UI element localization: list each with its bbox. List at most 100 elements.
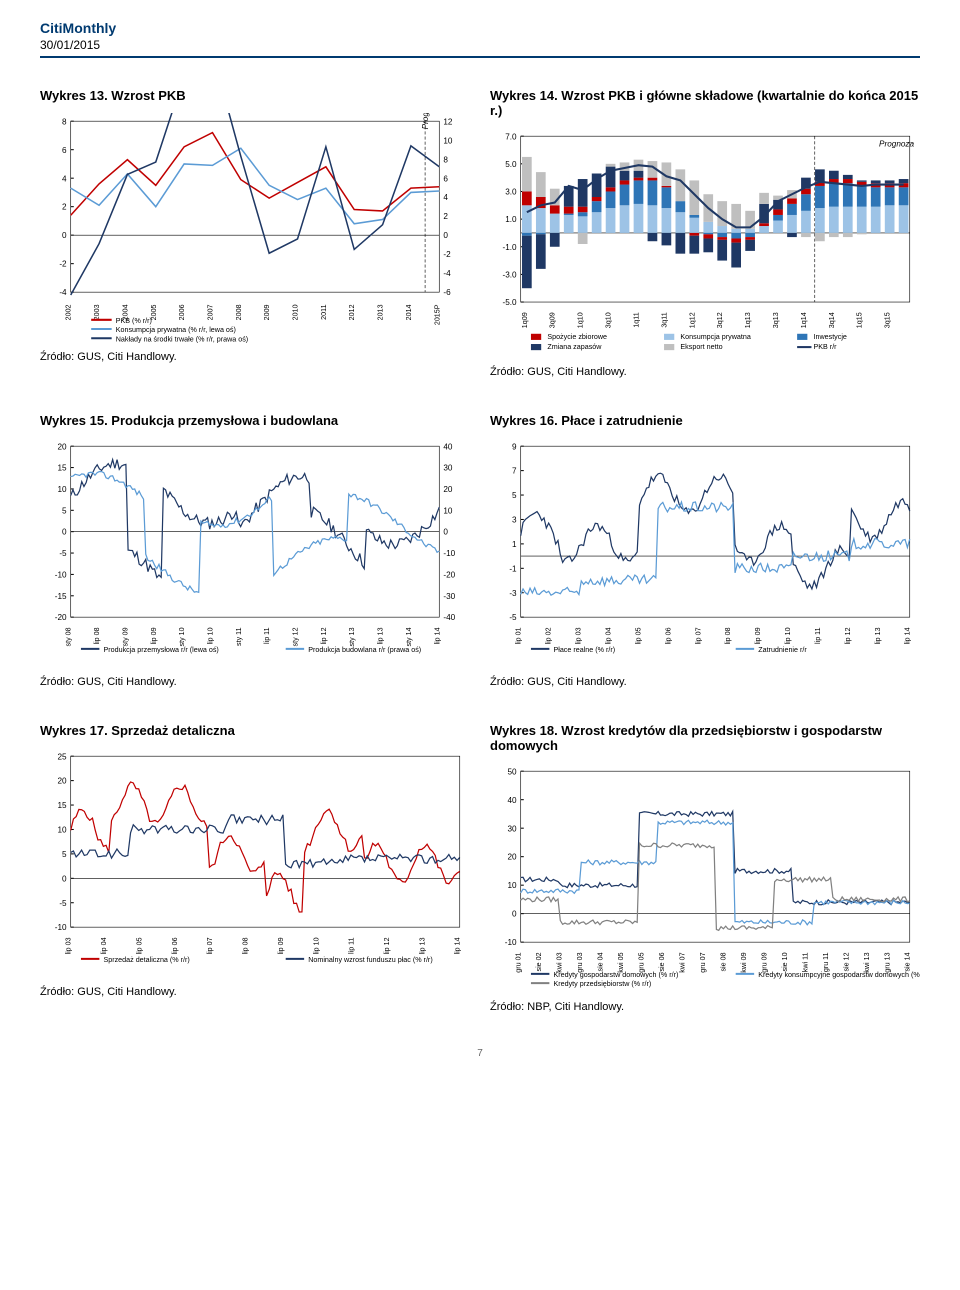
row-1: Wykres 13. Wzrost PKB -4-202468-6-4-2024… <box>40 88 920 378</box>
svg-text:lip 14: lip 14 <box>454 937 462 954</box>
svg-text:kwi 03: kwi 03 <box>556 952 564 972</box>
svg-text:Sprzedaż detaliczna (% r/r): Sprzedaż detaliczna (% r/r) <box>103 956 189 964</box>
chart17-title: Wykres 17. Sprzedaż detaliczna <box>40 723 470 738</box>
chart14-source: Źródło: GUS, Citi Handlowy. <box>490 366 920 378</box>
svg-text:sie 12: sie 12 <box>842 952 850 971</box>
svg-text:gru 09: gru 09 <box>760 952 768 972</box>
svg-text:Zatrudnienie r/r: Zatrudnienie r/r <box>758 646 807 654</box>
svg-text:5: 5 <box>62 506 67 515</box>
svg-text:-4: -4 <box>59 288 67 297</box>
svg-text:2008: 2008 <box>235 304 243 320</box>
chart13-source: Źródło: GUS, Citi Handlowy. <box>40 351 470 363</box>
svg-text:Prognoza: Prognoza <box>421 113 430 129</box>
svg-text:2011: 2011 <box>320 304 328 319</box>
svg-text:gru 03: gru 03 <box>576 952 584 972</box>
svg-text:lip 06: lip 06 <box>171 937 179 954</box>
svg-text:kwi 07: kwi 07 <box>679 952 687 972</box>
chart14-title: Wykres 14. Wzrost PKB i główne składowe … <box>490 88 920 118</box>
svg-text:5: 5 <box>512 491 517 500</box>
svg-text:1q15: 1q15 <box>856 312 864 328</box>
svg-text:kwi 13: kwi 13 <box>863 952 871 972</box>
svg-text:15: 15 <box>58 801 68 810</box>
svg-text:3: 3 <box>512 516 517 525</box>
svg-text:lip 04: lip 04 <box>100 937 108 954</box>
svg-text:sie 10: sie 10 <box>781 952 789 971</box>
svg-text:20: 20 <box>443 485 453 494</box>
svg-text:lip 09: lip 09 <box>277 937 285 954</box>
svg-text:Kredyty przedsiębiorstw (% r/r: Kredyty przedsiębiorstw (% r/r) <box>553 980 651 988</box>
svg-text:-1: -1 <box>509 564 517 573</box>
svg-text:2013: 2013 <box>377 304 385 320</box>
svg-text:40: 40 <box>508 796 518 805</box>
svg-text:lip 06: lip 06 <box>664 627 672 644</box>
svg-text:0: 0 <box>443 528 448 537</box>
chart16-box: -5-3-113579lip 01lip 02lip 03lip 04lip 0… <box>490 438 920 668</box>
svg-text:gru 07: gru 07 <box>699 952 707 972</box>
svg-text:lip 09: lip 09 <box>754 627 762 644</box>
svg-text:7.0: 7.0 <box>505 132 517 141</box>
svg-text:1q13: 1q13 <box>744 312 752 328</box>
svg-text:30: 30 <box>508 824 518 833</box>
chart13-box: -4-202468-6-4-20246810122002200320042005… <box>40 113 470 343</box>
svg-text:PKB (% r/r): PKB (% r/r) <box>116 317 152 325</box>
row-3: Wykres 17. Sprzedaż detaliczna -10-50510… <box>40 723 920 1013</box>
svg-text:-5: -5 <box>509 613 517 622</box>
svg-text:sie 04: sie 04 <box>597 952 605 971</box>
svg-text:1.0: 1.0 <box>505 215 517 224</box>
svg-text:0: 0 <box>62 231 67 240</box>
svg-text:1q09: 1q09 <box>521 312 529 328</box>
svg-text:1q14: 1q14 <box>800 312 808 328</box>
svg-text:lip 10: lip 10 <box>312 937 320 954</box>
svg-text:4: 4 <box>62 174 67 183</box>
svg-text:lip 13: lip 13 <box>418 937 426 954</box>
row-2: Wykres 15. Produkcja przemysłowa i budow… <box>40 413 920 688</box>
svg-text:kwi 11: kwi 11 <box>801 952 809 972</box>
svg-text:1: 1 <box>512 540 517 549</box>
svg-text:2002: 2002 <box>65 304 73 320</box>
svg-text:lip 07: lip 07 <box>206 937 214 954</box>
chart18-box: -1001020304050gru 01sie 02kwi 03gru 03si… <box>490 763 920 993</box>
svg-text:-5: -5 <box>59 899 67 908</box>
svg-text:10: 10 <box>58 826 68 835</box>
svg-text:sty 08: sty 08 <box>65 627 73 646</box>
chart14-svg: -5.0-3.0-1.01.03.05.07.01q093q091q103q10… <box>490 128 920 363</box>
svg-text:10: 10 <box>508 881 518 890</box>
svg-text:lip 13: lip 13 <box>377 627 385 644</box>
svg-text:sty 10: sty 10 <box>178 627 186 646</box>
svg-text:20: 20 <box>58 442 68 451</box>
svg-text:lip 04: lip 04 <box>604 627 612 644</box>
svg-text:sty 12: sty 12 <box>292 627 300 646</box>
chart16-source: Źródło: GUS, Citi Handlowy. <box>490 676 920 688</box>
chart18-title: Wykres 18. Wzrost kredytów dla przedsięb… <box>490 723 920 753</box>
svg-text:Zmiana zapasów: Zmiana zapasów <box>547 343 602 351</box>
svg-text:20: 20 <box>508 853 518 862</box>
svg-text:sty 14: sty 14 <box>405 627 413 646</box>
svg-text:1q12: 1q12 <box>688 312 696 328</box>
svg-text:lip 12: lip 12 <box>383 937 391 954</box>
svg-text:lip 12: lip 12 <box>844 627 852 644</box>
svg-text:0: 0 <box>443 231 448 240</box>
svg-text:3q13: 3q13 <box>772 312 780 328</box>
svg-text:lip 14: lip 14 <box>904 627 912 644</box>
svg-text:-6: -6 <box>443 288 451 297</box>
svg-text:Konsumpcja prywatna (% r/r, le: Konsumpcja prywatna (% r/r, lewa oś) <box>116 326 236 334</box>
svg-text:40: 40 <box>443 442 453 451</box>
svg-text:2: 2 <box>443 212 448 221</box>
svg-text:-20: -20 <box>443 570 455 579</box>
svg-text:lip 13: lip 13 <box>874 627 882 644</box>
svg-text:lip 11: lip 11 <box>814 627 822 644</box>
svg-text:PKB r/r: PKB r/r <box>814 343 838 351</box>
svg-text:lip 09: lip 09 <box>150 627 158 644</box>
chart14-col: Wykres 14. Wzrost PKB i główne składowe … <box>490 88 920 378</box>
svg-text:lip 08: lip 08 <box>93 627 101 644</box>
svg-text:sie 14: sie 14 <box>904 952 912 971</box>
svg-text:lip 05: lip 05 <box>135 937 143 954</box>
chart17-source: Źródło: GUS, Citi Handlowy. <box>40 986 470 998</box>
svg-text:-30: -30 <box>443 592 455 601</box>
svg-text:8: 8 <box>62 117 67 126</box>
svg-text:lip 08: lip 08 <box>242 937 250 954</box>
svg-text:3q15: 3q15 <box>884 312 892 328</box>
svg-text:15: 15 <box>58 464 68 473</box>
svg-text:10: 10 <box>443 136 453 145</box>
svg-text:0: 0 <box>62 874 67 883</box>
